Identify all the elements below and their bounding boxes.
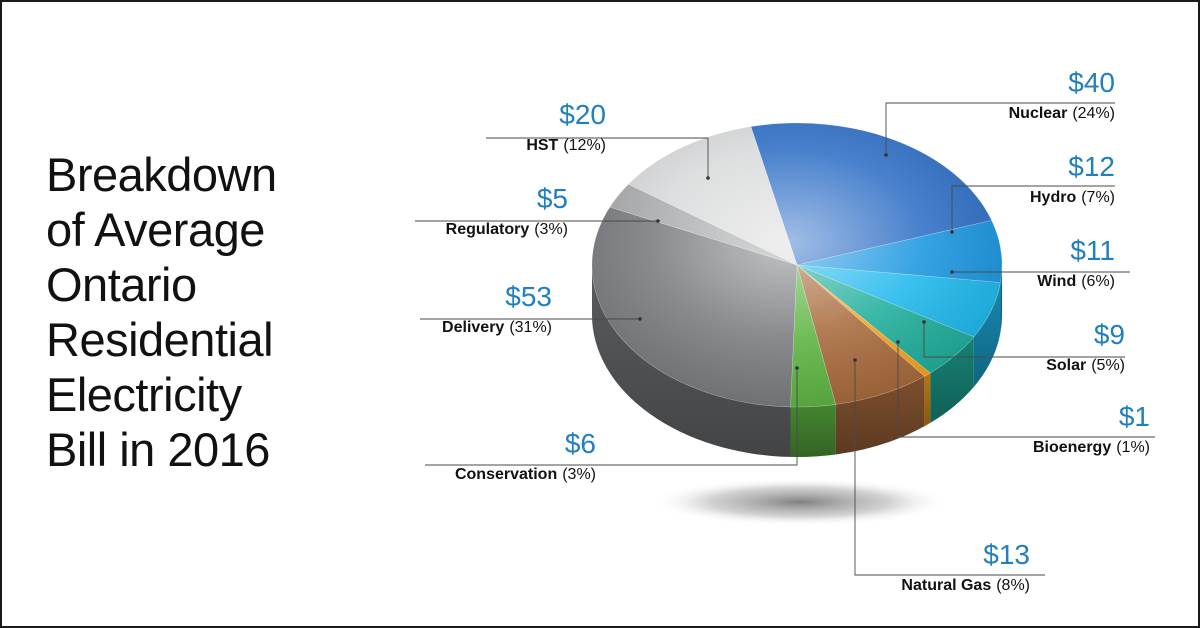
slice-label-conservation: Conservation (3%) (455, 466, 596, 483)
leader-dot-wind (950, 270, 954, 274)
slice-label-regulatory: Regulatory (3%) (446, 221, 568, 238)
title-line: Breakdown (46, 148, 277, 201)
title-line: Bill in 2016 (46, 423, 270, 476)
leader-dot-nuclear (884, 153, 888, 157)
leader-line-conservation (425, 368, 798, 466)
leader-line-nuclear (885, 102, 1115, 155)
slice-percent-conservation: (3%) (562, 466, 596, 483)
slice-label-hydro: Hydro (7%) (1030, 189, 1115, 206)
slice-label-natural-gas: Natural Gas (8%) (901, 577, 1030, 594)
leader-dot-hst (706, 176, 710, 180)
slice-side-shade (790, 404, 836, 458)
slice-name-nuclear: Nuclear (1009, 105, 1068, 122)
slice-name-delivery: Delivery (442, 319, 504, 336)
leader-dot-solar (922, 320, 926, 324)
leader-line-hst (486, 137, 709, 178)
leader-line-hydro (951, 185, 1115, 232)
slice-name-hst: HST (526, 137, 558, 154)
value-label-natural-gas: $13 (983, 539, 1030, 570)
leader-dot-conservation (795, 366, 799, 370)
value-label-delivery: $53 (505, 281, 552, 312)
slice-percent-hydro: (7%) (1081, 189, 1115, 206)
pie-shadow (650, 478, 950, 526)
leader-line-solar (923, 322, 1125, 358)
slice-percent-delivery: (31%) (509, 319, 552, 336)
slice-name-natural-gas: Natural Gas (901, 577, 991, 594)
slice-label-hst: HST (12%) (526, 137, 606, 154)
slice-label-nuclear: Nuclear (24%) (1009, 105, 1115, 122)
slice-name-wind: Wind (1037, 273, 1076, 290)
slice-percent-wind: (6%) (1081, 273, 1115, 290)
slice-name-hydro: Hydro (1030, 189, 1076, 206)
leader-dot-bioenergy (896, 340, 900, 344)
slice-percent-bioenergy: (1%) (1116, 439, 1150, 456)
value-label-regulatory: $5 (537, 183, 568, 214)
leader-lines (415, 102, 1155, 576)
leader-dot-regulatory (656, 219, 660, 223)
slice-percent-hst: (12%) (563, 137, 606, 154)
value-label-hst: $20 (559, 99, 606, 130)
value-label-solar: $9 (1094, 319, 1125, 350)
leader-dot-natural-gas (853, 358, 857, 362)
slice-percent-natural-gas: (8%) (996, 577, 1030, 594)
value-label-wind: $11 (1070, 235, 1115, 266)
slice-name-regulatory: Regulatory (446, 221, 530, 238)
value-label-bioenergy: $1 (1119, 401, 1150, 432)
title-line: Ontario (46, 258, 197, 311)
slice-name-bioenergy: Bioenergy (1033, 439, 1111, 456)
value-label-nuclear: $40 (1068, 67, 1115, 98)
slice-label-bioenergy: Bioenergy (1%) (1033, 439, 1150, 456)
leader-line-natural-gas (854, 360, 1045, 576)
slice-side-shade (592, 265, 791, 457)
value-label-conservation: $6 (565, 428, 596, 459)
leader-dot-hydro (950, 230, 954, 234)
title-line: Residential (46, 313, 274, 366)
slice-label-solar: Solar (5%) (1046, 357, 1125, 374)
page-title: Breakdown of Average Ontario Residential… (46, 147, 346, 477)
value-label-hydro: $12 (1068, 151, 1115, 182)
title-line: of Average (46, 203, 265, 256)
leader-dot-delivery (638, 317, 642, 321)
leader-line-bioenergy (897, 342, 1155, 438)
pie-slices (591, 122, 1003, 408)
slice-name-conservation: Conservation (455, 466, 557, 483)
slice-percent-solar: (5%) (1091, 357, 1125, 374)
slice-label-wind: Wind (6%) (1037, 273, 1115, 290)
slice-percent-regulatory: (3%) (534, 221, 568, 238)
slice-label-delivery: Delivery (31%) (442, 319, 552, 336)
title-line: Electricity (46, 368, 242, 421)
slice-name-solar: Solar (1046, 357, 1086, 374)
slice-side-shade (924, 372, 931, 427)
slice-percent-nuclear: (24%) (1072, 105, 1115, 122)
